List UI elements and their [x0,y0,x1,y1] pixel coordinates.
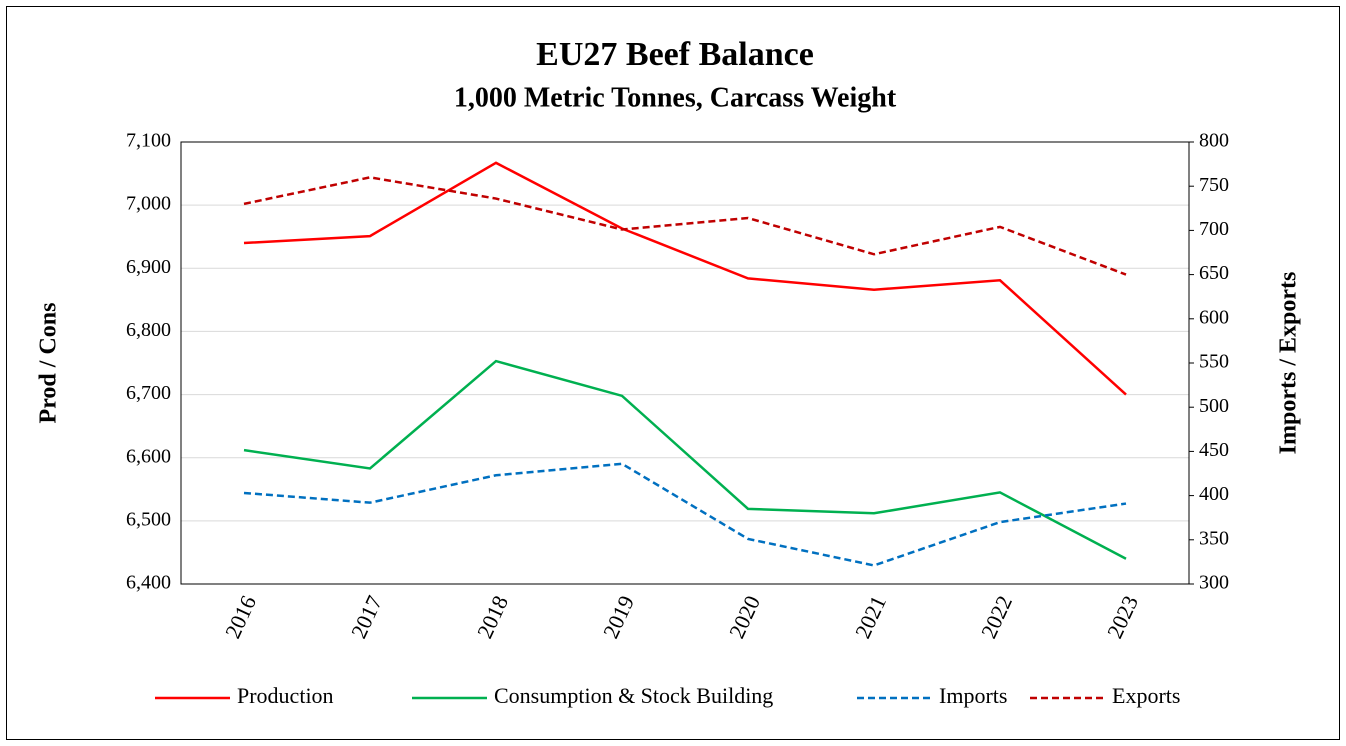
y-tick-label: 6,800 [126,319,171,341]
y2-tick-label: 700 [1199,218,1229,240]
series-line [243,462,1127,567]
y2-tick-label: 650 [1199,262,1229,284]
plot-frame [180,141,1190,585]
y2-tick-label: 600 [1199,306,1229,328]
y2-tick-label: 300 [1199,572,1229,594]
y-tick-label: 6,400 [126,572,171,594]
y2-tick-label: 400 [1199,483,1229,505]
y-tick-label: 6,700 [126,382,171,404]
chart-border [6,6,1340,740]
chart-title: EU27 Beef Balance [536,36,814,73]
y-tick-label: 6,500 [126,508,171,530]
legend-label: Imports [939,683,1007,708]
y2-tick-label: 500 [1199,395,1229,417]
y2-tick-label: 350 [1199,527,1229,549]
series-line [243,176,1127,276]
legend-label: Consumption & Stock Building [494,683,773,708]
legend-label: Production [237,683,334,708]
y-tick-label: 6,600 [126,445,171,467]
y2-tick-label: 800 [1199,130,1229,152]
series-line [243,161,1127,396]
series-line [243,359,1127,560]
y-tick-label: 7,100 [126,130,171,152]
y2-tick-label: 550 [1199,351,1229,373]
chart-subtitle: 1,000 Metric Tonnes, Carcass Weight [454,82,897,113]
y-tick-label: 6,900 [126,256,171,278]
y2-axis-title: Imports / Exports [1276,272,1302,455]
y-axis-title: Prod / Cons [36,303,62,424]
y-tick-label: 7,000 [126,193,171,215]
y2-tick-label: 450 [1199,439,1229,461]
y2-tick-label: 750 [1199,174,1229,196]
legend-label: Exports [1112,683,1180,708]
